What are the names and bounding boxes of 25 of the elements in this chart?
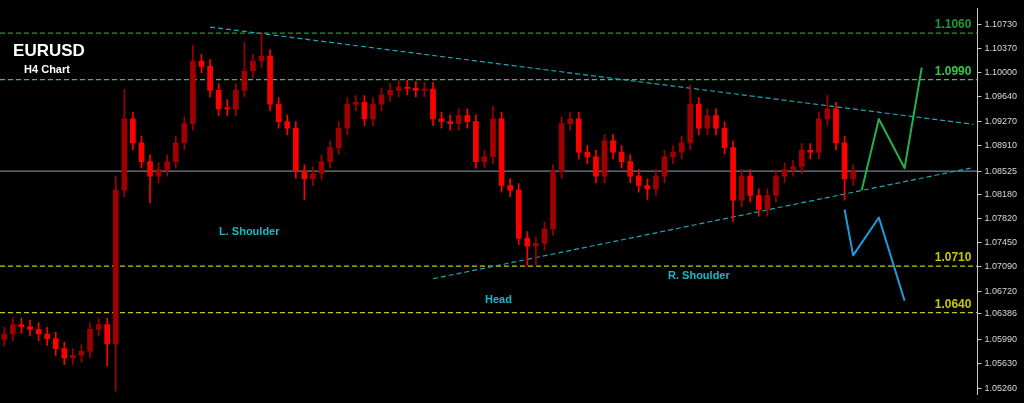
y-tick-label: 1.05990 <box>984 334 1018 345</box>
ref-line-label: 1.0990 <box>934 63 972 78</box>
ref-line-label: 1.0640 <box>934 297 972 312</box>
text: EURUSD <box>13 40 85 60</box>
y-tick-label: 1.08910 <box>984 140 1018 151</box>
y-tick-label: 1.05260 <box>984 383 1018 394</box>
y-tick-label: 1.07450 <box>984 237 1018 248</box>
y-tick-label: 1.07820 <box>984 212 1018 223</box>
annotation: Head <box>485 293 512 306</box>
annotation: R. Shoulder <box>668 269 731 282</box>
y-tick-label: 1.08525 <box>984 165 1018 176</box>
ref-line-label: 1.1060 <box>934 17 972 32</box>
y-tick-label: 1.08180 <box>984 188 1018 199</box>
text: H4 Chart <box>24 63 71 76</box>
annotation: L. Shoulder <box>219 224 281 237</box>
y-tick-label: 1.09640 <box>984 91 1018 102</box>
y-tick-label: 1.06720 <box>984 285 1018 296</box>
y-tick-label: 1.10730 <box>984 18 1018 29</box>
y-tick-label: 1.09270 <box>984 116 1018 127</box>
y-tick-label: 1.05630 <box>984 358 1018 369</box>
y-tick-label: 1.10000 <box>984 67 1018 78</box>
y-tick-label: 1.10370 <box>984 42 1018 53</box>
ref-line-label: 1.0710 <box>934 250 972 265</box>
y-tick-label: 1.07090 <box>984 261 1018 272</box>
y-tick-label: 1.06386 <box>984 308 1018 319</box>
